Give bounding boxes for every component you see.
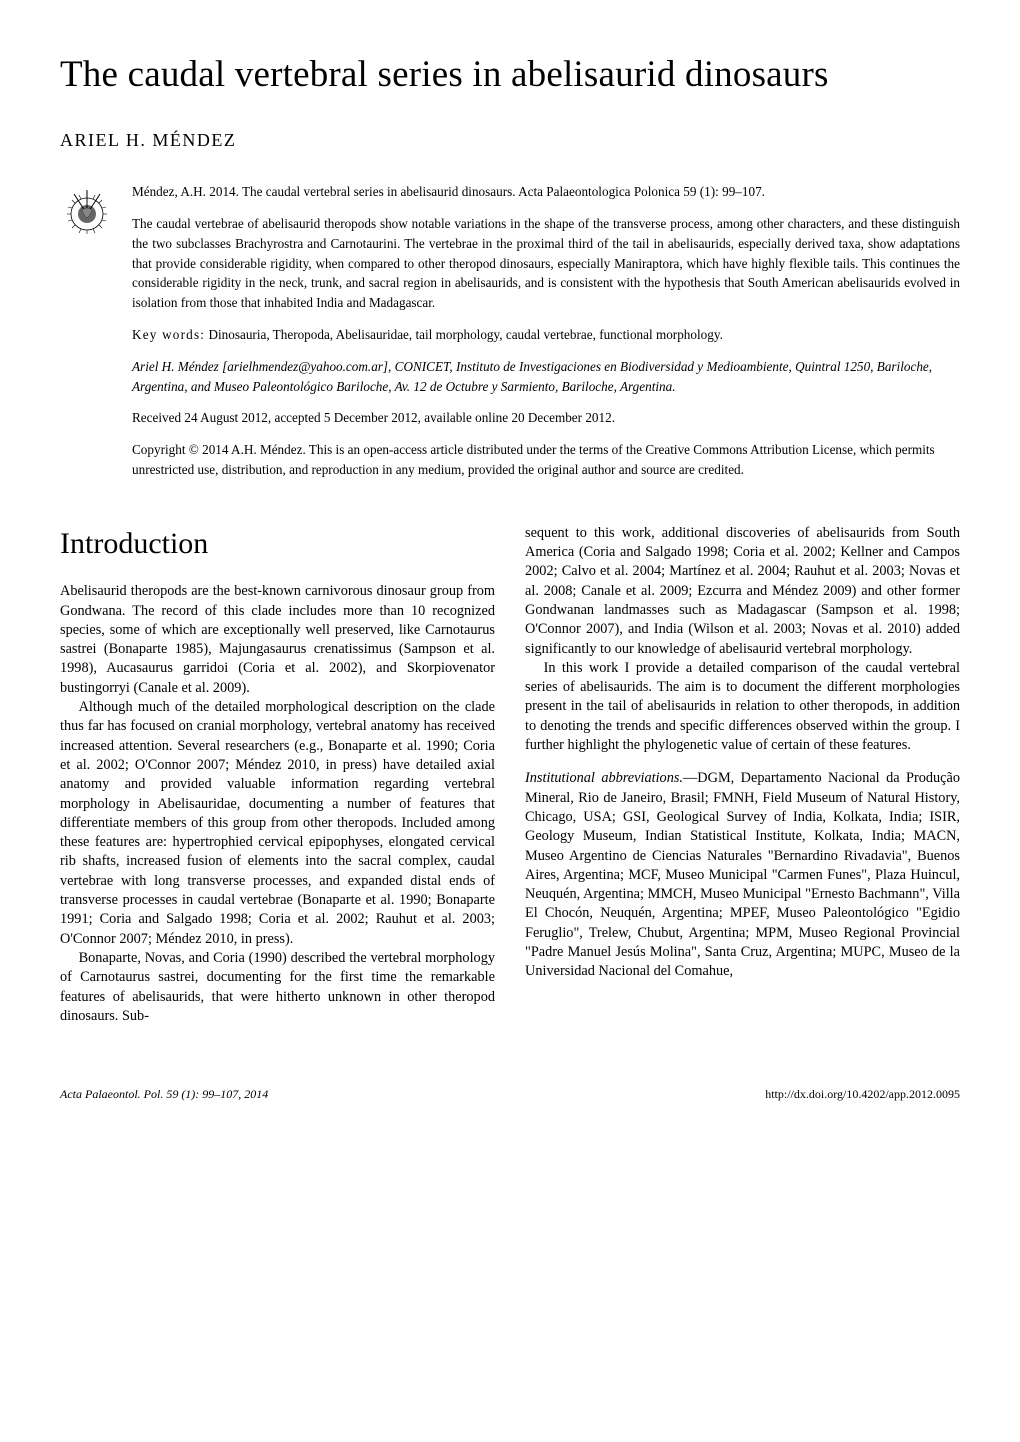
body-paragraph: In this work I provide a detailed compar… <box>525 659 960 755</box>
section-heading-introduction: Introduction <box>60 524 495 565</box>
body-paragraph: sequent to this work, additional discove… <box>525 524 960 659</box>
received-dates: Received 24 August 2012, accepted 5 Dece… <box>132 408 960 428</box>
copyright-notice: Copyright © 2014 A.H. Méndez. This is an… <box>132 440 960 480</box>
abstract-text: The caudal vertebrae of abelisaurid ther… <box>132 214 960 313</box>
footer-journal-ref: Acta Palaeontol. Pol. 59 (1): 99–107, 20… <box>60 1086 268 1102</box>
abbreviations-heading: Institutional abbreviations. <box>525 770 683 786</box>
left-column: Introduction Abelisaurid theropods are t… <box>60 524 495 1026</box>
keywords-label: Key words: <box>132 327 205 342</box>
page-footer: Acta Palaeontol. Pol. 59 (1): 99–107, 20… <box>60 1086 960 1102</box>
body-columns: Introduction Abelisaurid theropods are t… <box>60 524 960 1026</box>
abbreviations-body: —DGM, Departamento Nacional da Produção … <box>525 770 960 979</box>
footer-doi: http://dx.doi.org/10.4202/app.2012.0095 <box>765 1086 960 1102</box>
body-paragraph: Abelisaurid theropods are the best-known… <box>60 582 495 698</box>
institutional-abbreviations: Institutional abbreviations.—DGM, Depart… <box>525 769 960 981</box>
body-paragraph: Bonaparte, Novas, and Coria (1990) descr… <box>60 949 495 1026</box>
body-paragraph: Although much of the detailed morphologi… <box>60 698 495 949</box>
citation-line: Méndez, A.H. 2014. The caudal vertebral … <box>132 182 960 202</box>
journal-logo-icon <box>60 184 114 238</box>
article-title: The caudal vertebral series in abelisaur… <box>60 50 960 100</box>
right-column: sequent to this work, additional discove… <box>525 524 960 1026</box>
author-affiliation: Ariel H. Méndez [arielhmendez@yahoo.com.… <box>132 357 960 397</box>
metadata-column: Méndez, A.H. 2014. The caudal vertebral … <box>132 182 960 480</box>
keywords-line: Key words: Dinosauria, Theropoda, Abelis… <box>132 325 960 345</box>
keywords-text: Dinosauria, Theropoda, Abelisauridae, ta… <box>205 327 723 342</box>
header-block: Méndez, A.H. 2014. The caudal vertebral … <box>60 182 960 480</box>
author-name: ARIEL H. MÉNDEZ <box>60 128 960 152</box>
